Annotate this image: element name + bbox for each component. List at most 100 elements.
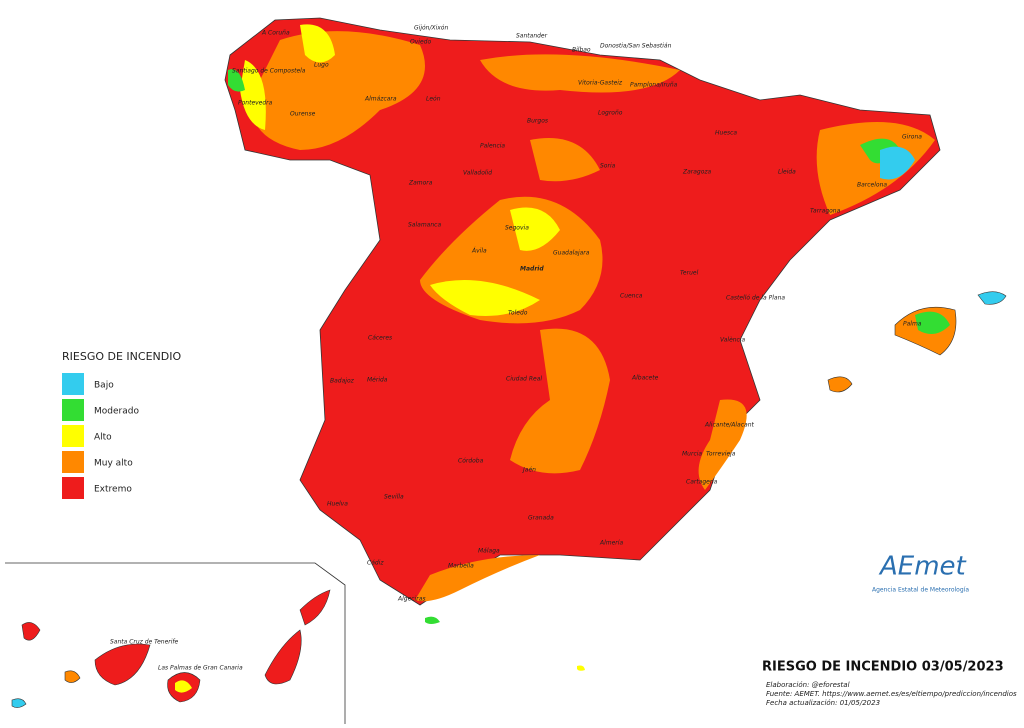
zone	[415, 555, 540, 602]
city-label: Granada	[528, 515, 554, 522]
legend-swatch	[62, 373, 84, 395]
zone	[480, 54, 680, 93]
legend: Bajo Moderado Alto Muy alto Extremo	[62, 373, 139, 499]
legend-title: RIESGO DE INCENDIO	[62, 350, 181, 363]
legend-swatch	[62, 477, 84, 499]
zone	[175, 680, 192, 693]
city-label: Huelva	[327, 501, 348, 508]
island	[299, 589, 331, 626]
city-label: Tarragona	[810, 208, 841, 215]
legend-label: Extremo	[94, 485, 132, 495]
city-label: Torrevieja	[706, 451, 736, 458]
risk-map	[5, 17, 1007, 724]
city-label: Algeciras	[397, 596, 426, 603]
island	[577, 665, 585, 671]
zone	[300, 24, 335, 63]
legend-swatch	[62, 399, 84, 421]
city-label: Cartagena	[686, 479, 718, 486]
island	[21, 622, 41, 641]
city-label: Alicante/Alacant	[704, 422, 755, 429]
city-label: Donostia/San Sebastián	[600, 43, 672, 50]
city-label: Ávila	[471, 248, 487, 255]
city-label: Cáceres	[368, 335, 392, 342]
city-label: Ourense	[290, 111, 316, 118]
city-label: Cádiz	[367, 560, 384, 567]
city-label: Huesca	[715, 130, 737, 137]
city-label: Teruel	[680, 270, 699, 277]
city-label: A Coruña	[261, 30, 290, 37]
zone	[228, 69, 245, 92]
city-label: Málaga	[478, 548, 500, 555]
city-label: Pontevedra	[238, 100, 273, 107]
city-label: Córdoba	[458, 458, 484, 465]
island	[977, 291, 1007, 305]
city-label: Barcelona	[857, 182, 887, 189]
city-label: Castelló de la Plana	[726, 295, 785, 302]
city-label: Palencia	[480, 143, 505, 150]
city-label: Cuenca	[620, 293, 643, 300]
city-label: Logroño	[598, 110, 623, 117]
city-label: Almería	[599, 540, 623, 547]
city-label: Madrid	[520, 266, 544, 273]
city-label: Palma	[903, 321, 922, 328]
zone	[530, 138, 600, 182]
island	[94, 643, 151, 686]
city-label: Soria	[600, 163, 616, 170]
city-label: Santander	[516, 33, 548, 40]
city-labels: A Coruña Gijón/Xixón Santander Bilbao Donost…	[110, 25, 922, 672]
island	[425, 616, 440, 624]
legend-label: Moderado	[94, 407, 139, 417]
logo: AEmet	[878, 552, 967, 582]
city-label: Almázcara	[364, 96, 397, 103]
city-label: Oviedo	[410, 39, 431, 46]
zone	[510, 328, 610, 474]
inset-frame	[5, 562, 346, 724]
city-label: Santa Cruz de Tenerife	[110, 639, 179, 646]
zone	[880, 146, 915, 180]
city-label: Lugo	[314, 62, 329, 69]
city-label: Zaragoza	[682, 169, 712, 176]
city-label: Valladolid	[463, 170, 492, 177]
city-label: Guadalajara	[553, 250, 590, 257]
city-label: València	[720, 337, 746, 344]
city-label: Pamplona/Iruña	[630, 82, 678, 89]
zone	[240, 60, 266, 130]
city-label: Girona	[902, 134, 922, 141]
island	[64, 670, 81, 683]
island	[11, 698, 27, 708]
zone	[698, 399, 747, 490]
credit-line: Fuente: AEMET. https://www.aemet.es/es/e…	[766, 690, 1017, 698]
city-label: Burgos	[527, 118, 548, 125]
city-label: Vitoria-Gasteiz	[578, 80, 623, 87]
credit-line: Fecha actualización: 01/05/2023	[766, 699, 880, 707]
city-label: Salamanca	[408, 222, 441, 229]
legend-label: Bajo	[94, 381, 114, 391]
legend-swatch	[62, 451, 84, 473]
city-label: León	[426, 96, 441, 103]
city-label: Zamora	[408, 180, 433, 187]
city-label: Lleida	[778, 169, 796, 176]
city-label: Toledo	[508, 310, 528, 317]
city-label: Ciudad Real	[506, 376, 542, 383]
legend-swatch	[62, 425, 84, 447]
city-label: Sevilla	[384, 494, 404, 501]
legend-label: Muy alto	[94, 459, 133, 469]
island	[827, 376, 853, 393]
island	[264, 629, 302, 685]
city-label: Santiago de Compostela	[232, 68, 306, 75]
city-label: Bilbao	[572, 47, 591, 54]
city-label: Jaén	[522, 467, 536, 474]
map-title: RIESGO DE INCENDIO 03/05/2023	[762, 660, 1004, 675]
city-label: Mérida	[367, 377, 388, 384]
zone	[816, 122, 935, 215]
zone	[510, 207, 560, 251]
zone	[250, 31, 425, 150]
city-label: Murcia	[682, 451, 702, 458]
legend-label: Alto	[94, 433, 112, 443]
city-label: Albacete	[631, 375, 659, 382]
city-label: Gijón/Xixón	[414, 25, 448, 32]
city-label: Las Palmas de Gran Canaria	[158, 665, 243, 672]
city-label: Badajoz	[330, 378, 355, 385]
